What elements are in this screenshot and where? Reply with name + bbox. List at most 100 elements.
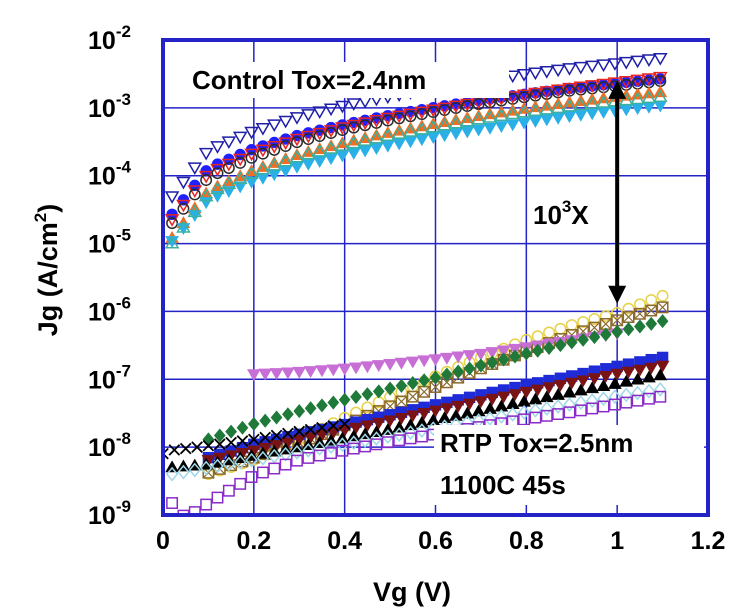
data-point [585,381,600,394]
data-point [304,401,317,416]
data-point [415,430,428,443]
data-point [370,438,383,451]
y-tick-label: 10-9 [88,497,131,530]
data-point [471,111,486,125]
data-point [505,70,520,84]
data-point [302,451,315,464]
data-point [462,398,477,411]
data-point [256,147,269,160]
data-point [269,368,284,380]
data-point [437,130,452,143]
data-point [403,136,418,149]
data-point [349,362,363,375]
data-point [346,98,362,111]
data-point [599,327,612,342]
data-point [369,143,384,156]
svg-text:Control Tox=2.4nm: Control Tox=2.4nm [192,65,426,95]
data-point [292,434,307,447]
data-point [165,460,179,473]
data-point [460,406,475,419]
data-point [327,395,340,410]
data-point [621,366,636,379]
data-point [475,358,487,373]
data-point [338,418,351,430]
data-point [393,434,406,447]
data-point [654,390,667,403]
data-point [301,130,316,144]
data-point [213,438,226,450]
data-point [245,151,258,164]
data-point [539,86,555,99]
data-point [437,102,452,116]
data-point [391,126,407,139]
data-point [460,113,475,127]
data-point [428,354,443,367]
data-point [221,176,237,190]
data-point [244,166,259,179]
svg-text:RTP Tox=2.5nm: RTP Tox=2.5nm [440,428,633,458]
data-point [528,87,543,101]
data-point [281,367,295,380]
data-point [656,301,669,314]
data-point [323,125,339,138]
data-point [516,89,532,103]
data-point [618,92,634,106]
data-point [346,135,362,149]
data-point [211,458,224,474]
data-point [426,132,441,145]
data-point [381,114,394,127]
data-point [551,399,565,414]
data-point [451,351,466,364]
data-point [449,128,463,141]
data-point [403,108,418,122]
data-point [441,367,453,382]
data-point [641,90,657,104]
data-point [429,370,442,385]
data-point [255,161,271,175]
data-point [404,425,417,441]
data-point [437,411,452,423]
data-point [268,448,281,464]
data-point [403,124,418,137]
data-point [316,398,328,413]
data-point [417,355,431,368]
y-tick-label: 10-4 [88,158,131,191]
data-point [347,442,360,455]
data-point [483,122,497,135]
data-point [325,447,337,460]
y-axis-title: Jg (A/cm2) [31,204,63,337]
data-point [316,421,328,434]
data-point [291,454,303,467]
data-point [406,390,419,403]
data-point [347,121,360,134]
x-tick-label: 0.8 [509,527,544,555]
data-point [554,338,567,353]
data-point [573,383,588,396]
data-point [528,116,543,128]
plot-frame [161,38,710,517]
data-point [428,405,443,418]
data-point [596,78,611,92]
data-point [618,56,634,70]
y-tick-label: 10-6 [88,293,131,326]
data-point [460,98,475,112]
data-point [326,364,341,377]
data-point [653,89,668,103]
data-point [539,66,555,79]
data-point [611,324,624,339]
data-point [337,363,352,376]
data-point [618,76,634,89]
data-point [301,146,316,160]
data-point [323,103,339,117]
data-point [268,143,281,156]
data-point [509,349,521,364]
data-point [232,153,248,167]
data-point [542,382,556,395]
data-point [361,401,374,414]
data-point [496,391,511,404]
data-point [349,422,363,435]
data-point [405,410,420,423]
data-point [415,134,429,147]
data-point [506,407,519,422]
data-point [620,396,633,409]
